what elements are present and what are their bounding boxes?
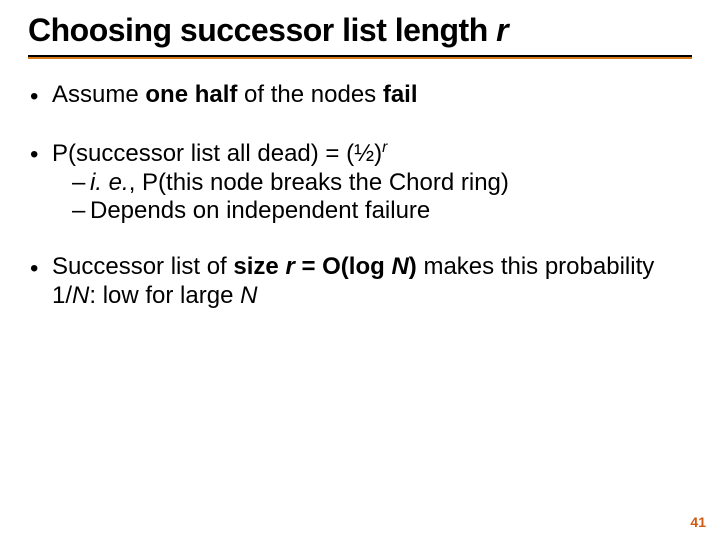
title-underline — [28, 55, 692, 59]
italic-text: N — [240, 282, 257, 309]
slide-title: Choosing successor list length r — [28, 12, 692, 55]
bullet-content: Successor list of size r = O(log N) make… — [52, 253, 692, 310]
title-text: Choosing successor list length — [28, 12, 496, 48]
text: Successor list of — [52, 253, 233, 280]
bold-italic-text: r — [285, 253, 294, 280]
italic-text: N — [72, 282, 89, 309]
bullet-content: Assume one half of the nodes fail — [52, 81, 692, 111]
text: : low for large — [89, 282, 240, 309]
fraction: (½) — [346, 140, 382, 167]
sub-bullet-item: – i. e., P(this node breaks the Chord ri… — [72, 169, 692, 197]
dash-marker: – — [72, 169, 90, 197]
bullet-content: P(successor list all dead) = (½)r – i. e… — [52, 139, 692, 225]
sub-content: Depends on independent failure — [90, 197, 430, 225]
bold-text: one half — [145, 81, 237, 108]
bold-italic-text: N — [391, 253, 408, 280]
text: of the nodes — [237, 81, 382, 108]
bold-text: fail — [383, 81, 418, 108]
text: Depends on independent failure — [90, 197, 430, 224]
slide-body: • Assume one half of the nodes fail • P(… — [28, 81, 692, 310]
dash-marker: – — [72, 197, 90, 225]
bullet-item: • Successor list of size r = O(log N) ma… — [30, 253, 692, 310]
italic-text: i. e. — [90, 169, 129, 196]
bullet-item: • Assume one half of the nodes fail — [30, 81, 692, 111]
sub-content: i. e., P(this node breaks the Chord ring… — [90, 169, 509, 197]
exponent: r — [382, 139, 387, 156]
bullet-marker: • — [30, 81, 52, 111]
text: P(successor list all dead) = — [52, 140, 346, 167]
sub-bullets: – i. e., P(this node breaks the Chord ri… — [52, 169, 692, 226]
bold-text: ) — [409, 253, 417, 280]
bold-text: size — [233, 253, 285, 280]
bullet-line: P(successor list all dead) = (½)r — [52, 139, 692, 168]
page-number: 41 — [690, 514, 706, 530]
text: Assume — [52, 81, 145, 108]
slide: Choosing successor list length r • Assum… — [0, 0, 720, 540]
bullet-item: • P(successor list all dead) = (½)r – i.… — [30, 139, 692, 225]
text: , P(this node breaks the Chord ring) — [129, 169, 509, 196]
bold-text: = O(log — [295, 253, 392, 280]
title-variable: r — [496, 12, 508, 48]
sub-bullet-item: – Depends on independent failure — [72, 197, 692, 225]
bullet-marker: • — [30, 139, 52, 225]
bullet-marker: • — [30, 253, 52, 310]
